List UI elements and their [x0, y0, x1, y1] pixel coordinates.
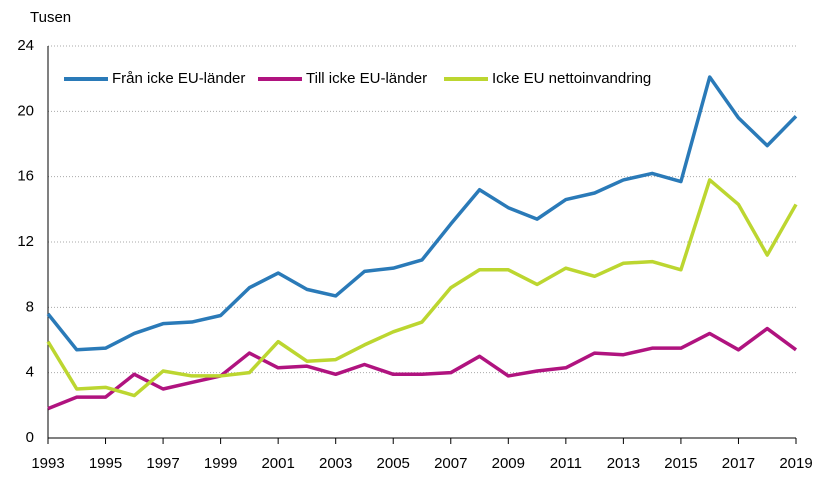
x-tick-label: 2015	[664, 455, 697, 472]
series-line	[47, 326, 798, 411]
x-tick-label: 2003	[319, 455, 352, 472]
x-tick-label: 2007	[434, 455, 467, 472]
x-tick-label: 1997	[146, 455, 179, 472]
y-tick-label: 4	[26, 364, 34, 381]
x-tick-label: 1993	[31, 455, 64, 472]
y-tick-label: 24	[17, 37, 34, 54]
y-unit-label: Tusen	[30, 9, 71, 26]
x-tick-label: 2001	[261, 455, 294, 472]
x-tick-label: 2013	[607, 455, 640, 472]
x-tick-label: 2011	[550, 455, 582, 472]
y-tick-label: 0	[26, 429, 34, 446]
y-tick-label: 8	[26, 298, 34, 315]
legend-label: Från icke EU-länder	[112, 70, 245, 87]
x-tick-label: 1999	[204, 455, 237, 472]
y-tick-label: 12	[17, 233, 34, 250]
y-tick-label: 16	[17, 168, 34, 185]
x-tick-label: 2005	[377, 455, 410, 472]
x-tick-label: 2019	[779, 455, 812, 472]
series-line	[46, 75, 798, 352]
legend-label: Icke EU nettoinvandring	[492, 70, 651, 87]
legend-label: Till icke EU-länder	[306, 70, 427, 87]
x-tick-label: 2017	[722, 455, 755, 472]
series-line	[46, 178, 798, 398]
x-tick-label: 1995	[89, 455, 122, 472]
y-tick-label: 20	[17, 102, 34, 119]
x-tick-label: 2009	[492, 455, 525, 472]
